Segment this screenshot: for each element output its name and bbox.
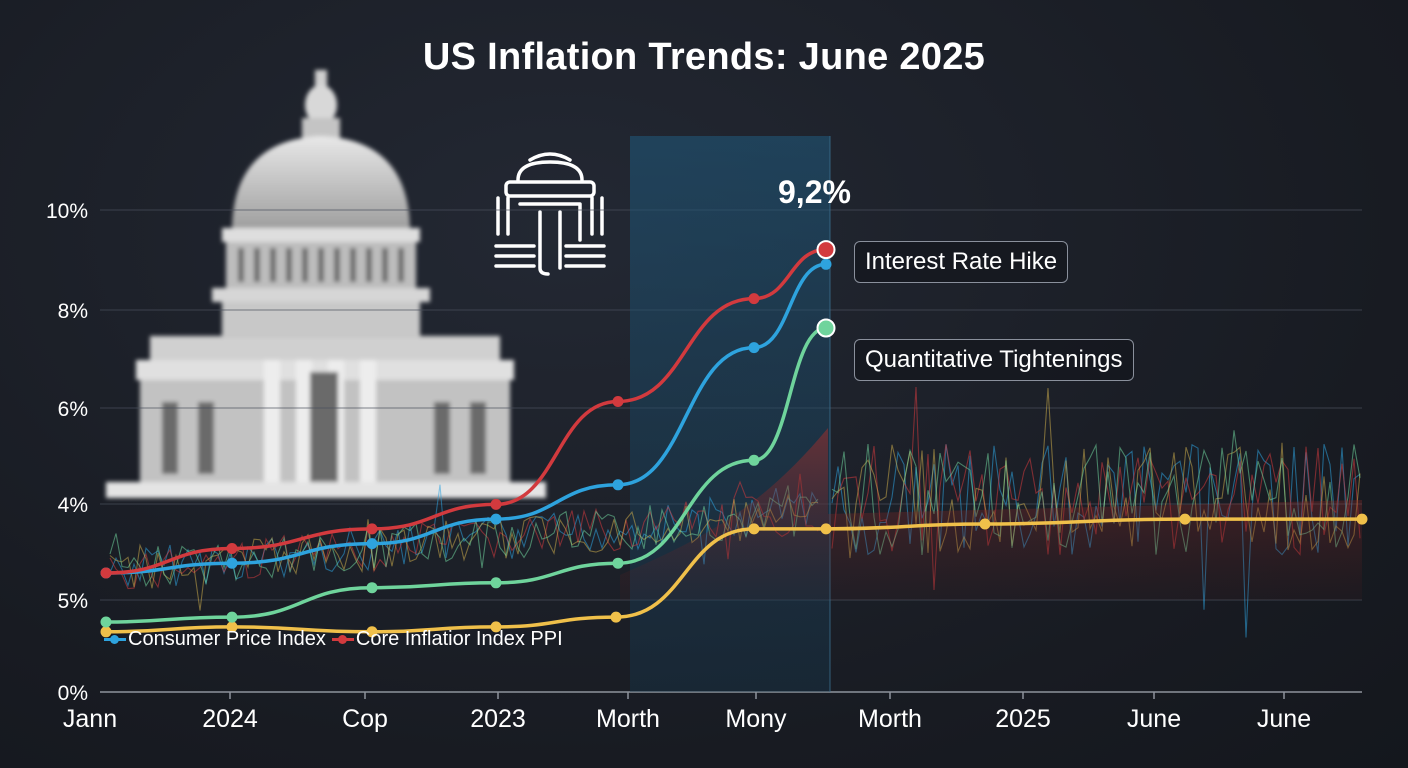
y-tick-label: 4%: [58, 494, 88, 517]
data-point: [610, 611, 622, 623]
data-point: [1356, 513, 1368, 525]
callout-quantitative-tightenings: Quantitative Tightenings: [854, 339, 1134, 381]
data-point: [100, 567, 112, 579]
data-point: [748, 454, 760, 466]
x-tick-label: 2024: [202, 705, 258, 733]
data-point: [748, 293, 760, 305]
legend-item-core: Core Inflatior Index PPI: [331, 628, 563, 651]
highlight-band: [630, 136, 831, 692]
x-tick-label: Morth: [596, 705, 660, 733]
government-line-icon: [494, 152, 606, 276]
data-point: [612, 396, 624, 407]
data-point: [366, 582, 378, 594]
capitol-building-icon: [106, 70, 546, 498]
data-point: [816, 318, 836, 338]
x-tick-label: 2023: [470, 705, 526, 733]
x-tick-label: 2025: [995, 705, 1051, 733]
data-point: [100, 616, 112, 628]
legend-swatch-cpi: [104, 635, 126, 644]
x-tick-label: June: [1257, 705, 1311, 733]
series-lines: [100, 240, 1368, 638]
volatility-noise-trace: [109, 485, 819, 588]
chart-title: US Inflation Trends: June 2025: [422, 36, 986, 78]
data-point: [748, 523, 760, 535]
series-line-3: [104, 517, 1364, 634]
core-index-shading: [620, 428, 1362, 600]
data-point: [979, 518, 991, 530]
data-point: [748, 342, 760, 354]
chart-legend: Consumer Price Index Core Inflatior Inde…: [104, 628, 563, 651]
x-tick-label: June: [1127, 705, 1181, 733]
data-point: [100, 626, 112, 638]
data-point: [366, 626, 378, 638]
data-point: [490, 513, 502, 525]
y-tick-label: 10%: [46, 200, 88, 223]
data-point: [226, 557, 238, 569]
x-axis-tick-labels: Jann 2024 Cop 2023 Morth Mony Morth 2025 June Jun…: [63, 705, 1311, 733]
highlight-band-rect: [630, 136, 830, 692]
data-point: [226, 543, 238, 554]
y-tick-label: 0%: [58, 682, 88, 705]
data-point: [490, 498, 502, 510]
y-axis-tick-labels: 0% 5% 4% 6% 8% 10%: [46, 200, 88, 705]
data-point: [816, 240, 836, 260]
legend-label-core: Core Inflatior Index PPI: [355, 628, 563, 650]
data-point: [366, 538, 378, 550]
data-point: [1179, 513, 1191, 525]
data-point: [612, 557, 624, 569]
peak-value-label: 9,2%: [778, 174, 851, 210]
callout-interest-rate-hike: Interest Rate Hike: [854, 241, 1069, 283]
data-point: [226, 621, 238, 633]
y-tick-label: 6%: [58, 398, 88, 421]
data-point: [612, 479, 624, 491]
y-tick-label: 5%: [58, 590, 88, 613]
y-tick-label: 8%: [58, 300, 88, 323]
x-tick-label: Mony: [725, 705, 787, 733]
data-point: [490, 577, 502, 589]
data-point: [366, 523, 378, 535]
legend-label-cpi: Consumer Price Index: [128, 628, 326, 650]
legend-item-cpi: Consumer Price Index: [104, 628, 326, 651]
x-tick-label: Cop: [342, 705, 388, 733]
data-point: [820, 523, 832, 535]
data-point: [226, 611, 238, 623]
legend-swatch-core: [331, 635, 354, 644]
x-tick-label: Morth: [858, 705, 922, 733]
x-tick-label: Jann: [63, 705, 117, 733]
data-point: [490, 621, 502, 633]
data-point: [820, 258, 832, 270]
